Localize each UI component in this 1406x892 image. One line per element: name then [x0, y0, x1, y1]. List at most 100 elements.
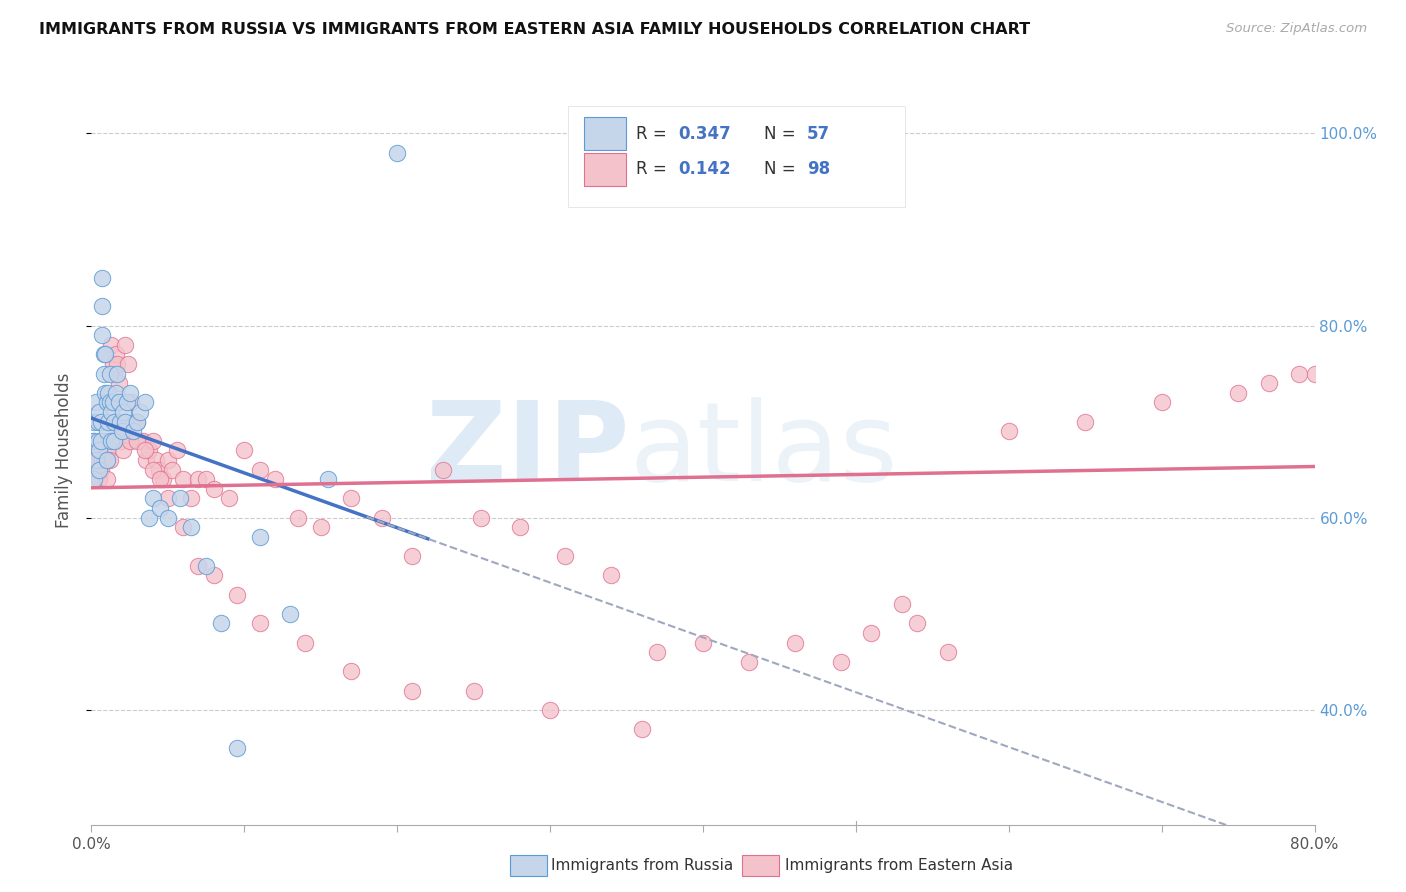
Point	[104, 347, 127, 361]
Point	[141, 434, 163, 448]
Point	[127, 434, 149, 448]
Text: ZIP: ZIP	[426, 397, 630, 504]
Point	[87, 443, 110, 458]
Point	[100, 338, 122, 352]
Point	[1150, 395, 1173, 409]
Point	[509, 520, 531, 534]
Point	[1074, 415, 1097, 429]
Point	[180, 520, 202, 534]
Point	[309, 520, 332, 534]
Point	[692, 635, 714, 649]
Point	[104, 385, 127, 400]
Point	[152, 472, 174, 486]
Text: IMMIGRANTS FROM RUSSIA VS IMMIGRANTS FROM EASTERN ASIA FAMILY HOUSEHOLDS CORRELA: IMMIGRANTS FROM RUSSIA VS IMMIGRANTS FRO…	[39, 22, 1031, 37]
Point	[156, 491, 179, 506]
Point	[93, 453, 115, 467]
Point	[97, 385, 120, 400]
Point	[94, 434, 117, 448]
Point	[86, 415, 108, 429]
Point	[463, 683, 485, 698]
Point	[890, 597, 912, 611]
Point	[101, 357, 124, 371]
Point	[172, 520, 194, 534]
Point	[830, 655, 852, 669]
Point	[148, 463, 170, 477]
Point	[233, 443, 256, 458]
Point	[91, 328, 114, 343]
Text: N =: N =	[765, 161, 801, 178]
Point	[129, 405, 152, 419]
Point	[96, 395, 118, 409]
Point	[93, 367, 115, 381]
Point	[121, 424, 143, 438]
Point	[84, 395, 107, 409]
Text: Immigrants from Eastern Asia: Immigrants from Eastern Asia	[785, 858, 1012, 872]
Point	[138, 510, 160, 524]
Point	[1365, 347, 1388, 361]
Point	[112, 405, 135, 419]
Point	[96, 424, 118, 438]
Point	[134, 443, 156, 458]
Point	[115, 395, 138, 409]
Point	[127, 415, 149, 429]
Point	[1334, 357, 1357, 371]
Point	[87, 472, 110, 486]
Point	[91, 270, 114, 285]
Point	[145, 453, 167, 467]
Point	[111, 424, 134, 438]
Point	[122, 415, 145, 429]
Point	[90, 434, 112, 448]
Point	[98, 453, 121, 467]
Point	[371, 510, 394, 524]
Point	[83, 415, 105, 429]
Point	[738, 655, 761, 669]
Text: Immigrants from Russia: Immigrants from Russia	[551, 858, 734, 872]
Point	[103, 367, 125, 381]
Point	[93, 347, 115, 361]
Point	[169, 491, 191, 506]
Point	[600, 568, 623, 582]
Point	[432, 463, 454, 477]
Point	[103, 415, 125, 429]
FancyBboxPatch shape	[585, 153, 626, 186]
Point	[340, 665, 363, 679]
Point	[91, 453, 114, 467]
Text: 0.347: 0.347	[679, 125, 731, 143]
Point	[340, 491, 363, 506]
Point	[187, 558, 209, 573]
Point	[96, 453, 118, 467]
Point	[87, 405, 110, 419]
Point	[105, 357, 128, 371]
Point	[127, 415, 149, 429]
Point	[101, 395, 124, 409]
Point	[225, 588, 247, 602]
Point	[112, 443, 135, 458]
Point	[264, 472, 287, 486]
Point	[87, 443, 110, 458]
Point	[114, 415, 136, 429]
Point	[98, 395, 121, 409]
Point	[195, 472, 218, 486]
Text: R =: R =	[636, 125, 672, 143]
Text: atlas: atlas	[630, 397, 898, 504]
Point	[294, 635, 316, 649]
Point	[108, 376, 131, 391]
FancyBboxPatch shape	[585, 117, 626, 150]
Y-axis label: Family Households: Family Households	[55, 373, 73, 528]
Point	[82, 453, 104, 467]
Point	[110, 434, 132, 448]
Point	[110, 415, 132, 429]
Point	[135, 453, 157, 467]
Point	[631, 722, 654, 736]
Point	[86, 434, 108, 448]
Text: R =: R =	[636, 161, 672, 178]
Point	[202, 482, 225, 496]
Point	[84, 463, 107, 477]
Point	[783, 635, 806, 649]
Point	[141, 491, 163, 506]
Point	[97, 415, 120, 429]
Point	[401, 549, 423, 563]
Text: 98: 98	[807, 161, 830, 178]
Point	[82, 434, 104, 448]
Point	[98, 367, 121, 381]
